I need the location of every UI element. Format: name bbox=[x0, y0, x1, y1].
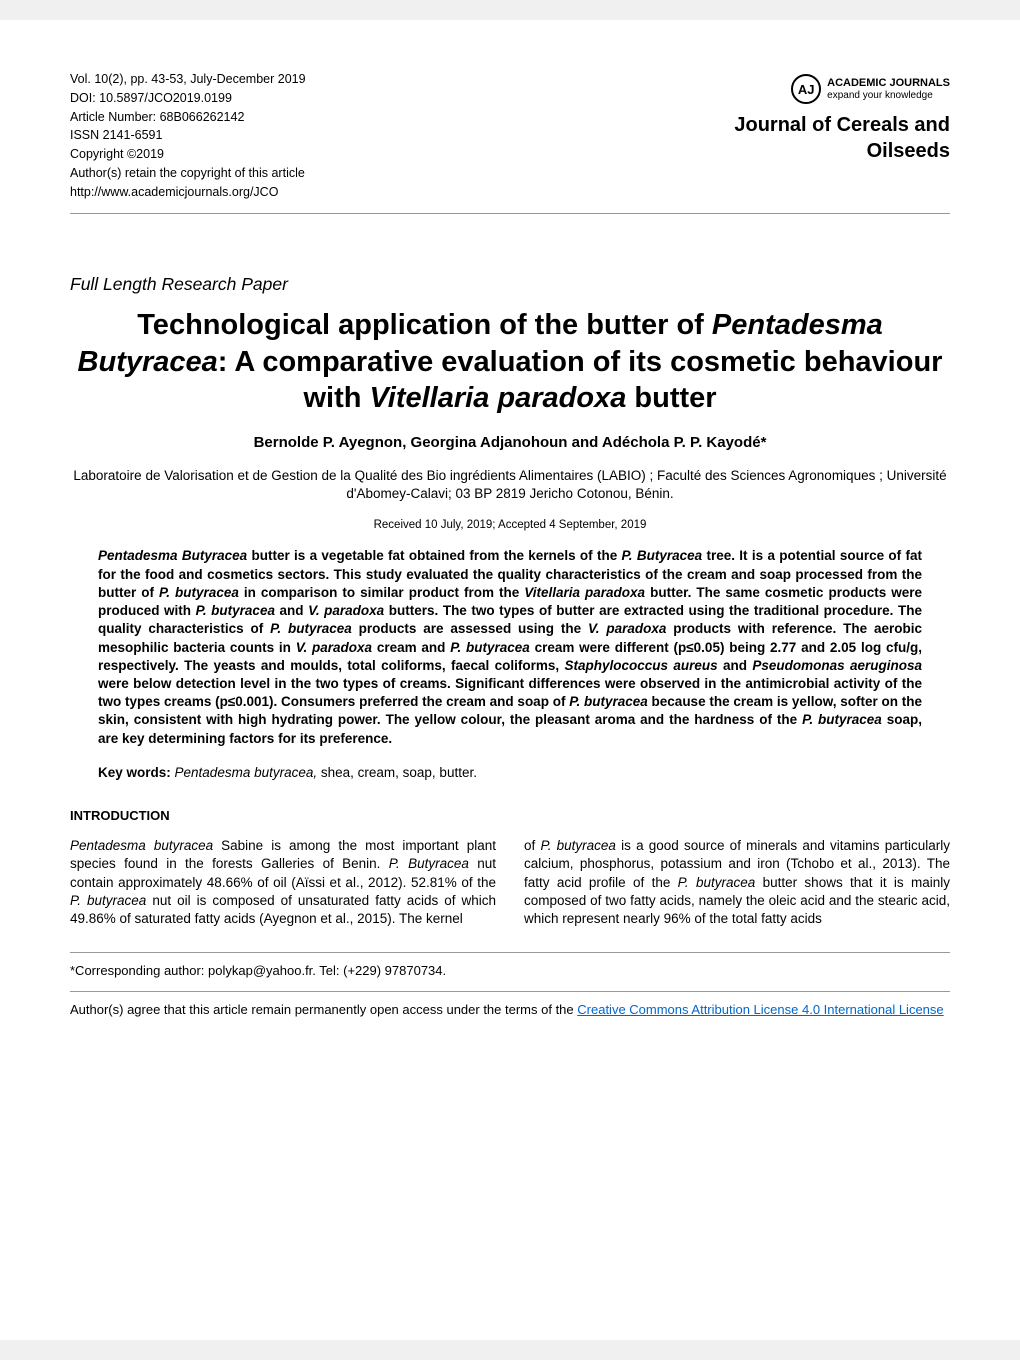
doi: DOI: 10.5897/JCO2019.0199 bbox=[70, 89, 734, 108]
body-text: Pentadesma butyracea bbox=[70, 838, 213, 853]
abstract-text: V. paradoxa bbox=[588, 621, 666, 636]
publisher-name: ACADEMIC JOURNALS expand your knowledge bbox=[827, 77, 950, 100]
publisher-tagline: expand your knowledge bbox=[827, 90, 950, 101]
keywords-label: Key words: bbox=[98, 765, 175, 780]
authors: Bernolde P. Ayegnon, Georgina Adjanohoun… bbox=[70, 434, 950, 451]
abstract-text: P. butyracea bbox=[802, 712, 882, 727]
introduction-heading: INTRODUCTION bbox=[70, 808, 950, 823]
abstract-text: V. paradoxa bbox=[296, 640, 372, 655]
abstract-block: Pentadesma Butyracea butter is a vegetab… bbox=[70, 547, 950, 782]
abstract-text: Staphylococcus aureus bbox=[565, 658, 718, 673]
publisher-logo: AJ ACADEMIC JOURNALS expand your knowled… bbox=[734, 74, 950, 104]
article-metadata: Vol. 10(2), pp. 43-53, July-December 201… bbox=[70, 70, 734, 201]
title-part: butter bbox=[626, 382, 716, 414]
abstract-text: cream and bbox=[372, 640, 450, 655]
footer-divider bbox=[70, 991, 950, 992]
abstract-text: butter is a vegetable fat obtained from … bbox=[247, 548, 621, 563]
column-left: Pentadesma butyracea Sabine is among the… bbox=[70, 837, 496, 928]
abstract-text: P. butyracea bbox=[159, 585, 239, 600]
abstract-text: P. butyracea bbox=[450, 640, 530, 655]
article-number: Article Number: 68B066262142 bbox=[70, 108, 734, 127]
journal-name-line2: Oilseeds bbox=[734, 138, 950, 164]
abstract-text: Pseudomonas aeruginosa bbox=[752, 658, 922, 673]
aj-logo-icon: AJ bbox=[791, 74, 821, 104]
corresponding-author: *Corresponding author: polykap@yahoo.fr.… bbox=[70, 961, 950, 981]
journal-url: http://www.academicjournals.org/JCO bbox=[70, 183, 734, 202]
license-text: Author(s) agree that this article remain… bbox=[70, 1002, 577, 1017]
keywords: Key words: Pentadesma butyracea, shea, c… bbox=[98, 764, 922, 782]
title-species2: Vitellaria paradoxa bbox=[370, 382, 627, 414]
footer: *Corresponding author: polykap@yahoo.fr.… bbox=[70, 952, 950, 1019]
license-statement: Author(s) agree that this article remain… bbox=[70, 1000, 950, 1020]
body-text: P. Butyracea bbox=[389, 856, 469, 871]
body-text: Pentadesma butyracea Sabine is among the… bbox=[70, 837, 950, 928]
copyright-retain: Author(s) retain the copyright of this a… bbox=[70, 164, 734, 183]
header-section: Vol. 10(2), pp. 43-53, July-December 201… bbox=[70, 70, 950, 214]
affiliation: Laboratoire de Valorisation et de Gestio… bbox=[70, 467, 950, 503]
keyword-species: Pentadesma butyracea, bbox=[175, 765, 318, 780]
abstract-text: P. butyracea bbox=[270, 621, 352, 636]
page: Vol. 10(2), pp. 43-53, July-December 201… bbox=[0, 20, 1020, 1340]
publisher-brand: ACADEMIC JOURNALS bbox=[827, 77, 950, 89]
abstract-text: Pentadesma Butyracea bbox=[98, 548, 247, 563]
title-part: Technological application of the butter … bbox=[137, 309, 712, 341]
abstract-text: Vitellaria paradoxa bbox=[524, 585, 645, 600]
paper-type: Full Length Research Paper bbox=[70, 274, 950, 295]
copyright: Copyright ©2019 bbox=[70, 145, 734, 164]
volume-info: Vol. 10(2), pp. 43-53, July-December 201… bbox=[70, 70, 734, 89]
license-link[interactable]: Creative Commons Attribution License 4.0… bbox=[577, 1002, 943, 1017]
abstract-text: products are assessed using the bbox=[352, 621, 588, 636]
abstract-text: P. Butyracea bbox=[622, 548, 703, 563]
abstract-text: and bbox=[275, 603, 308, 618]
abstract-text: P. butyracea bbox=[569, 694, 648, 709]
abstract-text: P. butyracea bbox=[196, 603, 275, 618]
dates: Received 10 July, 2019; Accepted 4 Septe… bbox=[70, 519, 950, 531]
abstract: Pentadesma Butyracea butter is a vegetab… bbox=[98, 547, 922, 747]
issn: ISSN 2141-6591 bbox=[70, 126, 734, 145]
abstract-text: in comparison to similar product from th… bbox=[239, 585, 524, 600]
journal-name-line1: Journal of Cereals and bbox=[734, 112, 950, 138]
body-text: P. butyracea bbox=[70, 893, 146, 908]
body-text: P. butyracea bbox=[678, 875, 756, 890]
journal-branding: AJ ACADEMIC JOURNALS expand your knowled… bbox=[734, 70, 950, 201]
keywords-list: shea, cream, soap, butter. bbox=[317, 765, 477, 780]
abstract-text: and bbox=[718, 658, 753, 673]
column-right: of P. butyracea is a good source of mine… bbox=[524, 837, 950, 928]
body-text: P. butyracea bbox=[540, 838, 616, 853]
abstract-text: V. paradoxa bbox=[308, 603, 384, 618]
body-text: of bbox=[524, 838, 540, 853]
article-title: Technological application of the butter … bbox=[70, 307, 950, 416]
